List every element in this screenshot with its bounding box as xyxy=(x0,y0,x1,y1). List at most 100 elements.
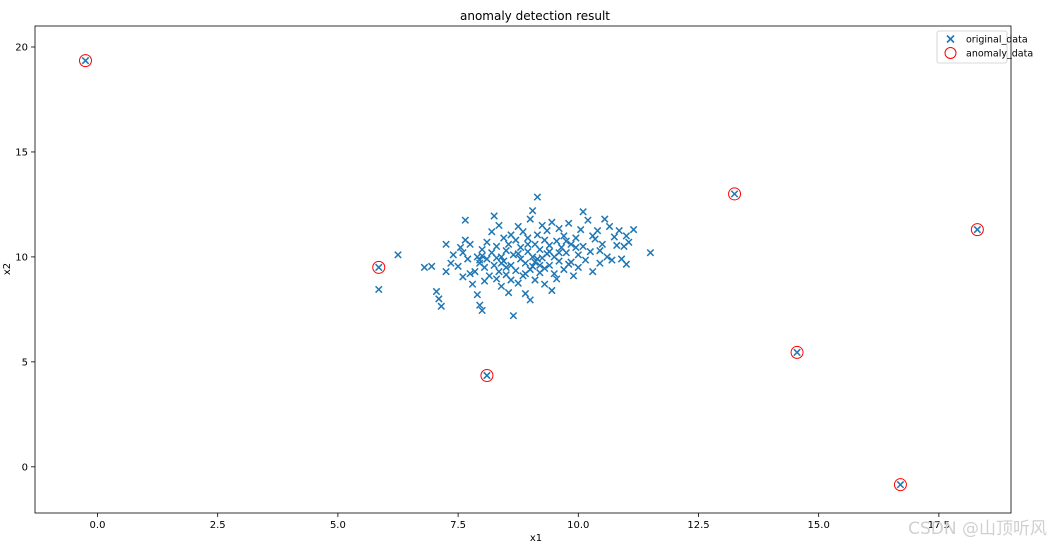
original-data-point xyxy=(793,348,801,357)
original-data-point xyxy=(536,245,544,254)
original-data-point xyxy=(497,259,506,267)
legend-marker-original xyxy=(946,34,955,44)
original-data-point xyxy=(601,215,609,223)
x-tick-label: 15.0 xyxy=(808,520,830,531)
original-data-point xyxy=(475,256,484,264)
original-data-point xyxy=(579,208,587,216)
x-axis: 0.0 2.5 5.0 7.5 10.0 12.5 15.0 17.5 xyxy=(90,513,950,531)
original-data-point xyxy=(629,225,638,234)
original-data-point xyxy=(598,240,607,249)
original-data-point xyxy=(596,259,604,267)
original-data-point xyxy=(454,262,462,271)
original-data-point xyxy=(526,296,534,304)
y-axis-label: x2 xyxy=(2,263,13,275)
original-data-point xyxy=(552,275,561,283)
original-data-point xyxy=(581,256,590,264)
legend-label-anomaly: anomaly_data xyxy=(966,49,1033,60)
original-data-point xyxy=(610,233,619,241)
original-data-point xyxy=(463,255,472,263)
original-data-point xyxy=(560,232,568,240)
original-data-point xyxy=(442,240,450,249)
anomaly-data-point xyxy=(893,478,907,492)
original-data-point xyxy=(613,241,621,250)
y-axis: 0 5 10 15 20 xyxy=(15,42,35,473)
original-data-point xyxy=(521,259,530,267)
original-data-point xyxy=(596,246,604,255)
y-tick-label: 5 xyxy=(22,357,28,368)
original-data-point xyxy=(524,234,532,242)
original-data-point xyxy=(622,232,631,240)
original-data-point xyxy=(528,206,537,215)
original-data-point xyxy=(576,225,585,234)
original-data-point xyxy=(526,215,534,223)
anomaly-data-point xyxy=(78,54,92,68)
original-data-point xyxy=(483,255,491,263)
y-tick-label: 15 xyxy=(15,147,28,158)
original-data-point xyxy=(615,226,623,235)
original-data-point xyxy=(533,255,542,263)
x-tick-label: 0.0 xyxy=(90,520,106,531)
original-data-point xyxy=(466,269,474,278)
original-data-point xyxy=(495,267,503,276)
anomaly-data-point xyxy=(480,369,494,383)
original-data-point xyxy=(435,295,443,303)
original-data-point xyxy=(495,221,503,230)
original-data-point xyxy=(492,242,501,251)
original-data-point xyxy=(473,290,482,299)
original-data-point xyxy=(552,237,561,245)
original-data-point xyxy=(521,289,530,298)
original-data-point xyxy=(461,216,470,224)
original-data-point xyxy=(420,263,429,272)
original-data-point xyxy=(490,212,498,220)
plot-area xyxy=(34,25,1012,514)
original-data-point xyxy=(504,288,513,297)
original-data-point xyxy=(488,227,496,236)
original-data-point xyxy=(548,218,556,226)
original-data-point xyxy=(550,269,558,278)
original-data-point xyxy=(512,266,520,275)
original-data-point xyxy=(504,240,513,249)
original-data-point xyxy=(375,263,383,272)
anomaly-data-point xyxy=(372,260,386,274)
original-data-point xyxy=(528,262,537,271)
original-data-point xyxy=(480,263,489,272)
original-data-point xyxy=(545,261,554,270)
original-data-point xyxy=(447,259,455,267)
original-data-point xyxy=(567,258,575,266)
plot-marks xyxy=(78,54,984,492)
anomaly-data-point xyxy=(970,223,984,237)
original-data-point xyxy=(514,250,522,258)
original-data-point xyxy=(427,262,436,271)
legend: original_data anomaly_data xyxy=(936,30,1033,64)
original-data-point xyxy=(468,280,477,288)
legend-marker-anomaly xyxy=(944,47,957,59)
original-data-point xyxy=(459,273,467,281)
x-tick-label: 7.5 xyxy=(450,520,466,531)
original-data-point xyxy=(588,232,597,240)
y-tick-label: 0 xyxy=(22,462,28,473)
original-data-point xyxy=(625,238,633,246)
original-data-point xyxy=(394,251,402,259)
original-data-point xyxy=(524,240,532,249)
original-data-point xyxy=(81,56,90,65)
original-data-point xyxy=(584,216,592,224)
original-data-point xyxy=(540,280,549,288)
original-data-point xyxy=(569,272,578,280)
original-data-point xyxy=(572,243,580,252)
original-data-point xyxy=(432,287,441,296)
original-data-point xyxy=(490,261,498,270)
original-data-point xyxy=(512,236,520,244)
original-data-point xyxy=(540,264,549,273)
original-data-point xyxy=(507,276,515,284)
original-data-point xyxy=(442,267,450,276)
original-data-point xyxy=(567,240,575,249)
original-data-point xyxy=(548,286,556,295)
chart-title: anomaly detection result xyxy=(460,9,610,23)
original-data-point xyxy=(543,226,551,235)
legend-label-original: original_data xyxy=(966,35,1028,46)
original-data-point xyxy=(497,282,506,291)
original-data-point xyxy=(622,260,631,268)
original-data-point xyxy=(646,248,655,257)
x-axis-label: x1 xyxy=(530,533,542,544)
x-tick-label: 10.0 xyxy=(567,520,589,531)
